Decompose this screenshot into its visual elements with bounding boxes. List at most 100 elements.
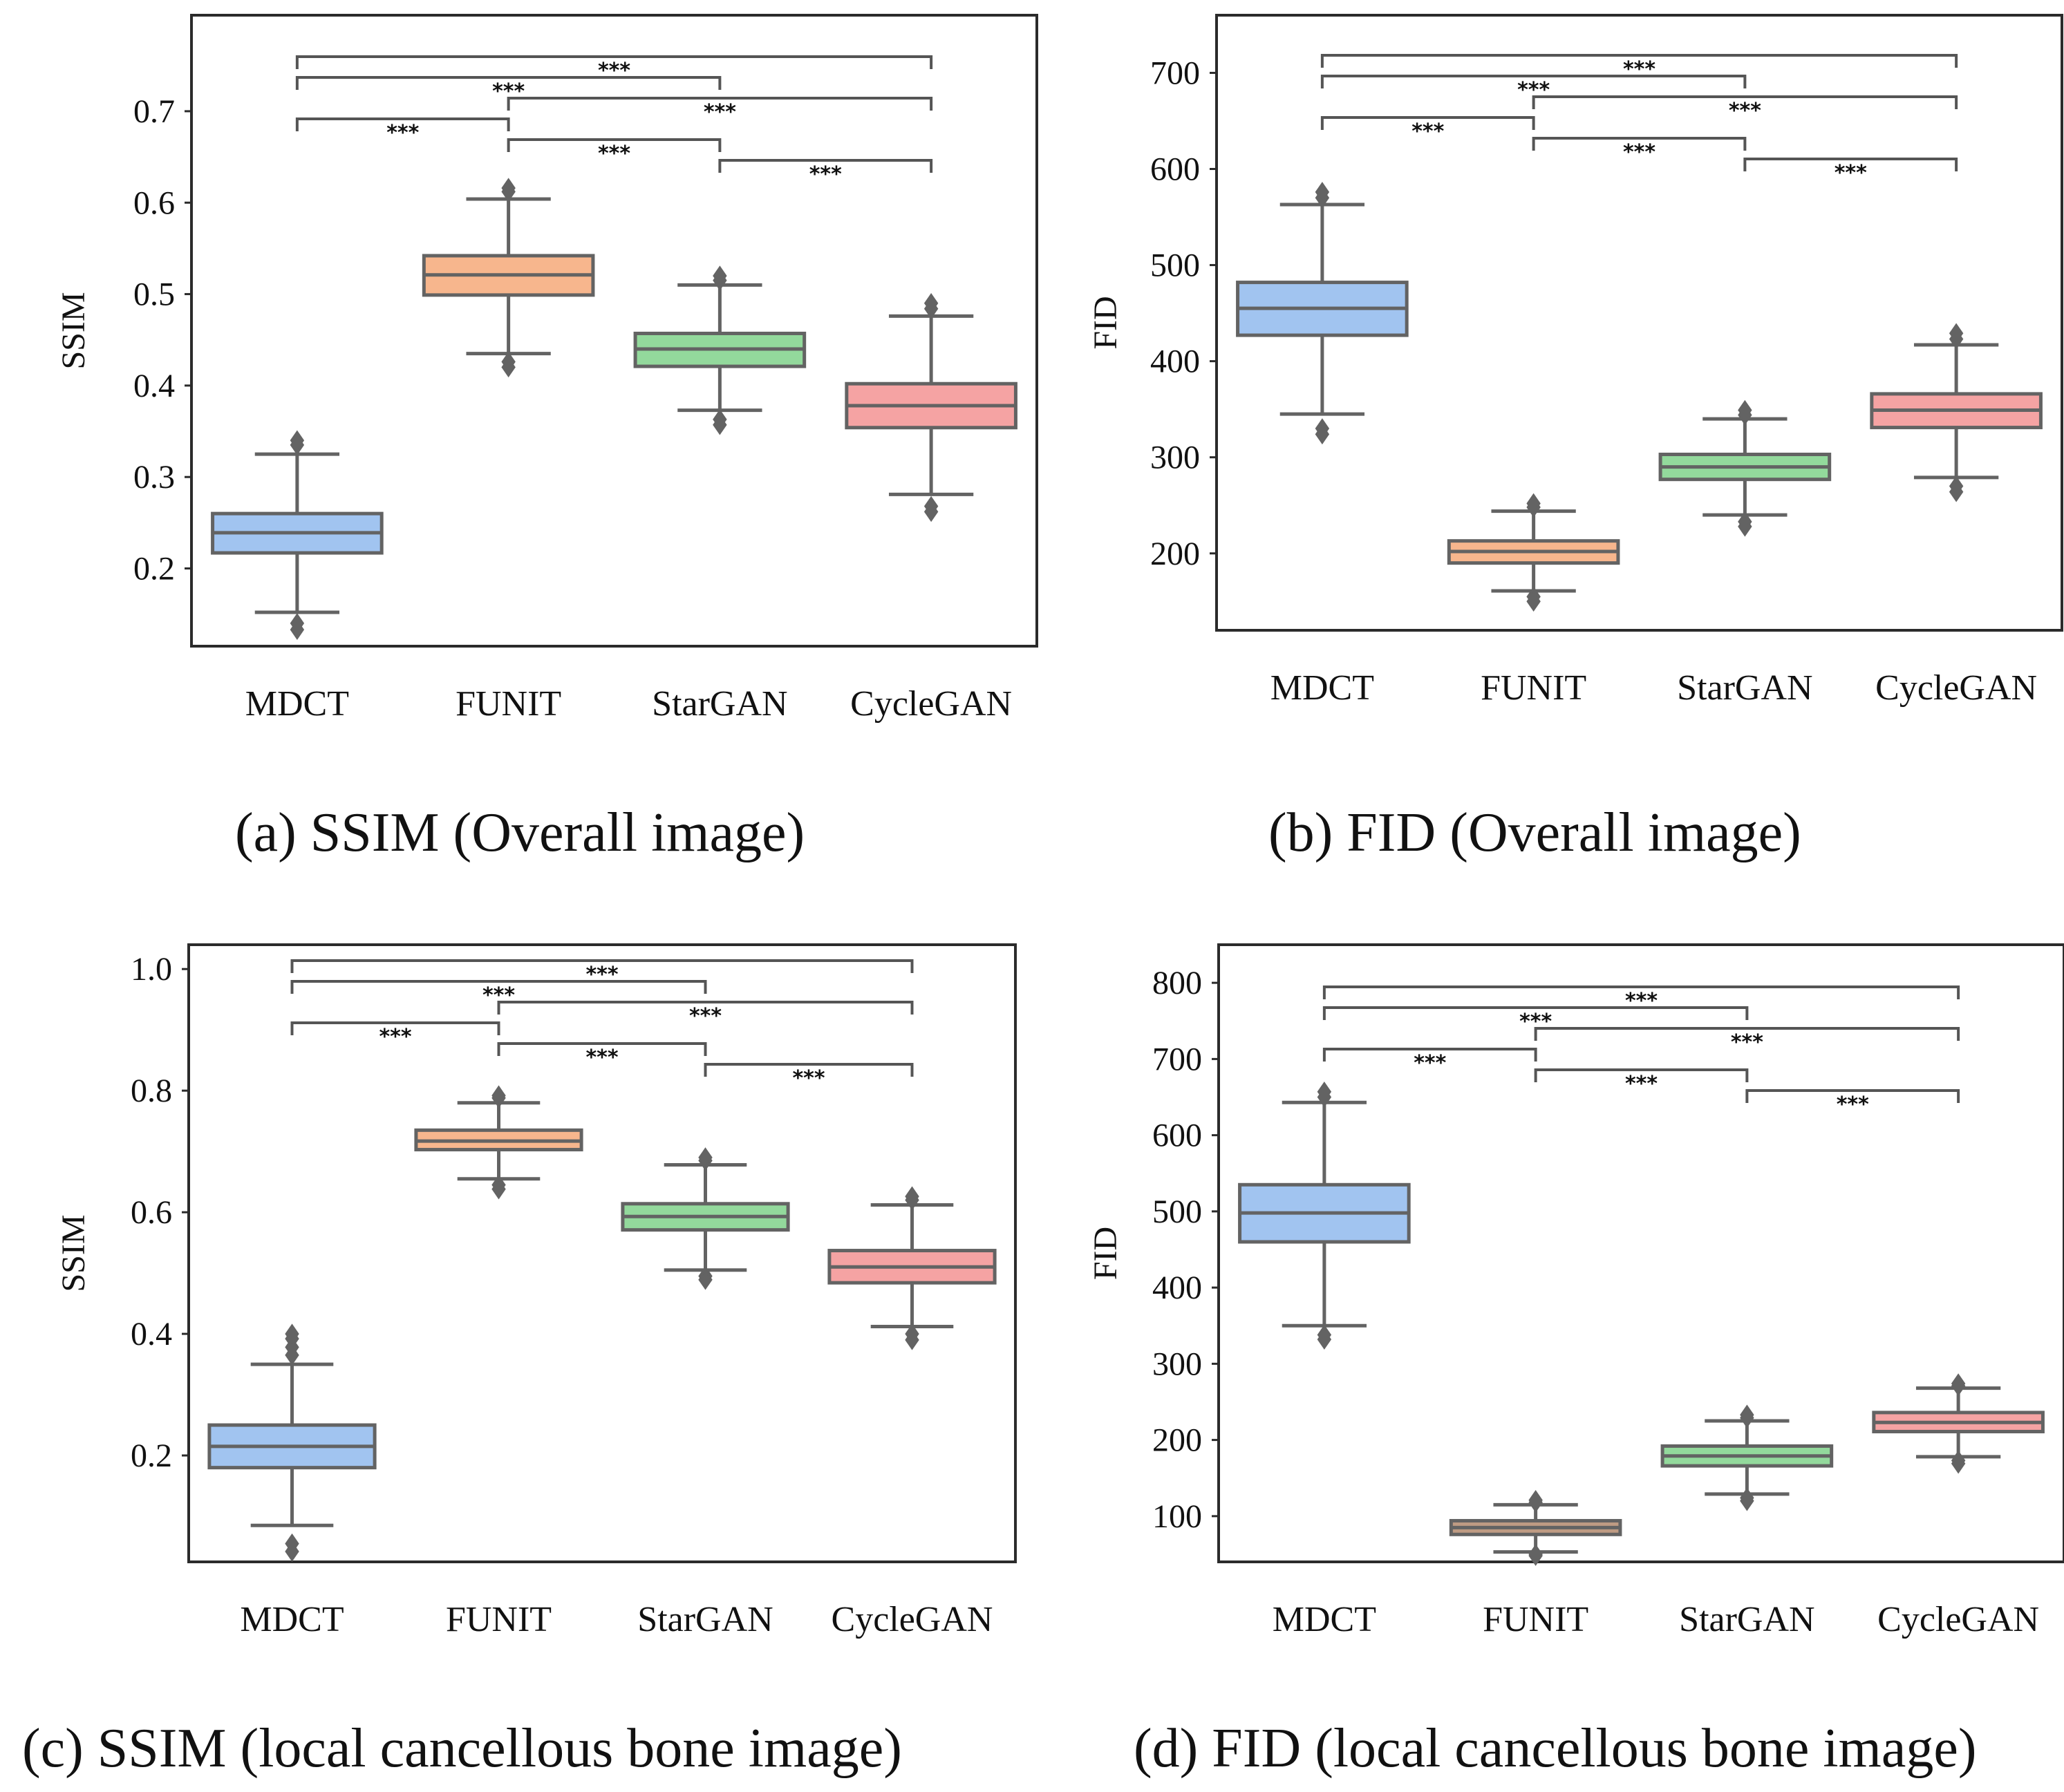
box-mdct	[207, 1323, 377, 1562]
outlier-point	[1951, 1453, 1966, 1474]
significance-bracket: ***	[295, 55, 933, 83]
box-stargan	[621, 1147, 790, 1290]
significance-bracket: ***	[1532, 95, 1958, 123]
chart-a-plot: 0.2 0.3 0.4 0.5 0.6 0.7 SSIM MDCT FUNIT StarGAN Cy…	[55, 14, 1038, 724]
chart-b-svg: 200 300 400 500 600 700 FID MDCT FUNIT StarGAN Cyc…	[1087, 14, 2063, 708]
bracket-line	[295, 55, 933, 69]
outlier-point	[1949, 481, 1964, 502]
y-tick-label: 1.0	[131, 951, 172, 988]
plot-frame	[1217, 943, 2064, 1563]
outlier-point	[1317, 1082, 1332, 1102]
significance-bracket: ***	[295, 76, 722, 104]
outlier-point	[1949, 323, 1964, 344]
x-tick-label: CycleGAN	[850, 684, 1012, 724]
outlier-point	[491, 1085, 506, 1106]
box-stargan	[633, 265, 807, 435]
significance-label: ***	[1729, 99, 1761, 123]
x-tick-label: MDCT	[1273, 1600, 1376, 1639]
bracket-line	[704, 1063, 914, 1077]
significance-bracket: ***	[1320, 54, 1958, 82]
bracket-line	[718, 159, 933, 173]
bracket-line	[295, 76, 722, 90]
box-cyclegan	[1870, 323, 2043, 502]
x-tick-label: MDCT	[245, 684, 349, 724]
chart-panel-c: 0.2 0.4 0.6 0.8 1.0 SSIM MDCT FUNIT StarGAN Cycle…	[0, 919, 1032, 1679]
y-tick-label: 200	[1152, 1422, 1202, 1459]
bracket-line	[290, 980, 707, 994]
box-funit	[1447, 493, 1620, 612]
outlier-point	[1315, 182, 1330, 202]
box-cyclegan	[845, 293, 1017, 522]
bracket-line	[1534, 1027, 1960, 1041]
bracket-line	[1320, 75, 1747, 88]
caption-b: (b) FID (Overall image)	[1268, 802, 1801, 863]
outlier-point	[698, 1147, 713, 1168]
significance-label: ***	[585, 1046, 618, 1070]
x-tick-label: StarGAN	[1679, 1600, 1814, 1639]
y-tick-label: 0.4	[131, 1316, 172, 1352]
caption-c: (c) SSIM (local cancellous bone image)	[22, 1718, 902, 1779]
significance-label: ***	[379, 1025, 411, 1049]
significance-bracket: ***	[290, 959, 914, 987]
significance-bracket: ***	[1534, 1068, 1749, 1096]
outlier-point	[1738, 516, 1752, 537]
y-tick-label: 0.6	[131, 1194, 172, 1231]
significance-label: ***	[1414, 1051, 1446, 1075]
outlier-point	[905, 1186, 919, 1207]
significance-label: ***	[1625, 989, 1658, 1013]
y-tick-label: 300	[1152, 1346, 1202, 1382]
y-tick-label: 700	[1152, 1041, 1202, 1077]
x-tick-label: FUNIT	[456, 684, 561, 724]
significance-bracket: ***	[295, 117, 510, 145]
outlier-point	[290, 430, 305, 451]
x-tick-label: CycleGAN	[832, 1600, 993, 1639]
y-tick-label: 0.5	[133, 276, 175, 313]
significance-label: ***	[1411, 120, 1444, 144]
significance-label: ***	[704, 100, 736, 124]
significance-label: ***	[1731, 1030, 1763, 1055]
y-tick-label: 0.2	[133, 551, 175, 587]
chart-c-svg: 0.2 0.4 0.6 0.8 1.0 SSIM MDCT FUNIT StarGAN Cycle…	[55, 943, 1017, 1639]
outlier-point	[501, 357, 516, 378]
x-tick-label: CycleGAN	[1877, 1600, 2039, 1639]
plot-frame	[187, 943, 1017, 1563]
significance-bracket: ***	[704, 1063, 914, 1091]
caption-a: (a) SSIM (Overall image)	[235, 802, 805, 863]
x-tick-label: StarGAN	[637, 1600, 773, 1639]
significance-bracket: ***	[507, 138, 722, 166]
box-mdct	[211, 430, 384, 640]
box-mdct	[1238, 1082, 1411, 1350]
outlier-point	[285, 1541, 299, 1562]
y-tick-label: 0.4	[133, 368, 175, 404]
x-tick-label: MDCT	[1270, 668, 1374, 708]
y-axis-label: FID	[1087, 1227, 1124, 1280]
y-tick-label: 600	[1152, 1117, 1202, 1154]
y-axis-label: SSIM	[55, 292, 92, 369]
significance-label: ***	[689, 1004, 722, 1028]
bracket-line	[290, 1021, 500, 1035]
outlier-point	[923, 293, 939, 314]
outlier-point	[1740, 1404, 1754, 1425]
significance-label: ***	[1625, 1072, 1658, 1096]
bracket-line	[1322, 1006, 1749, 1020]
significance-bracket: ***	[507, 97, 933, 124]
x-tick-label: FUNIT	[1481, 668, 1586, 708]
significance-bracket: ***	[1534, 1027, 1960, 1055]
x-tick-label: FUNIT	[1483, 1600, 1588, 1639]
x-tick-label: MDCT	[240, 1600, 344, 1639]
outlier-point	[1315, 424, 1330, 445]
y-tick-label: 0.8	[131, 1073, 172, 1109]
bracket-line	[1322, 1048, 1537, 1062]
outlier-point	[905, 1330, 919, 1350]
y-tick-label: 0.3	[133, 459, 175, 496]
significance-bracket: ***	[718, 159, 933, 187]
y-tick-label: 500	[1150, 247, 1200, 284]
y-tick-label: 0.6	[133, 185, 175, 221]
outlier-point	[285, 1323, 299, 1344]
outlier-point	[1526, 493, 1541, 514]
outlier-point	[698, 1270, 713, 1290]
bracket-line	[1532, 95, 1958, 109]
significance-label: ***	[792, 1066, 825, 1091]
significance-label: ***	[1835, 161, 1867, 185]
bracket-line	[1534, 1068, 1749, 1082]
